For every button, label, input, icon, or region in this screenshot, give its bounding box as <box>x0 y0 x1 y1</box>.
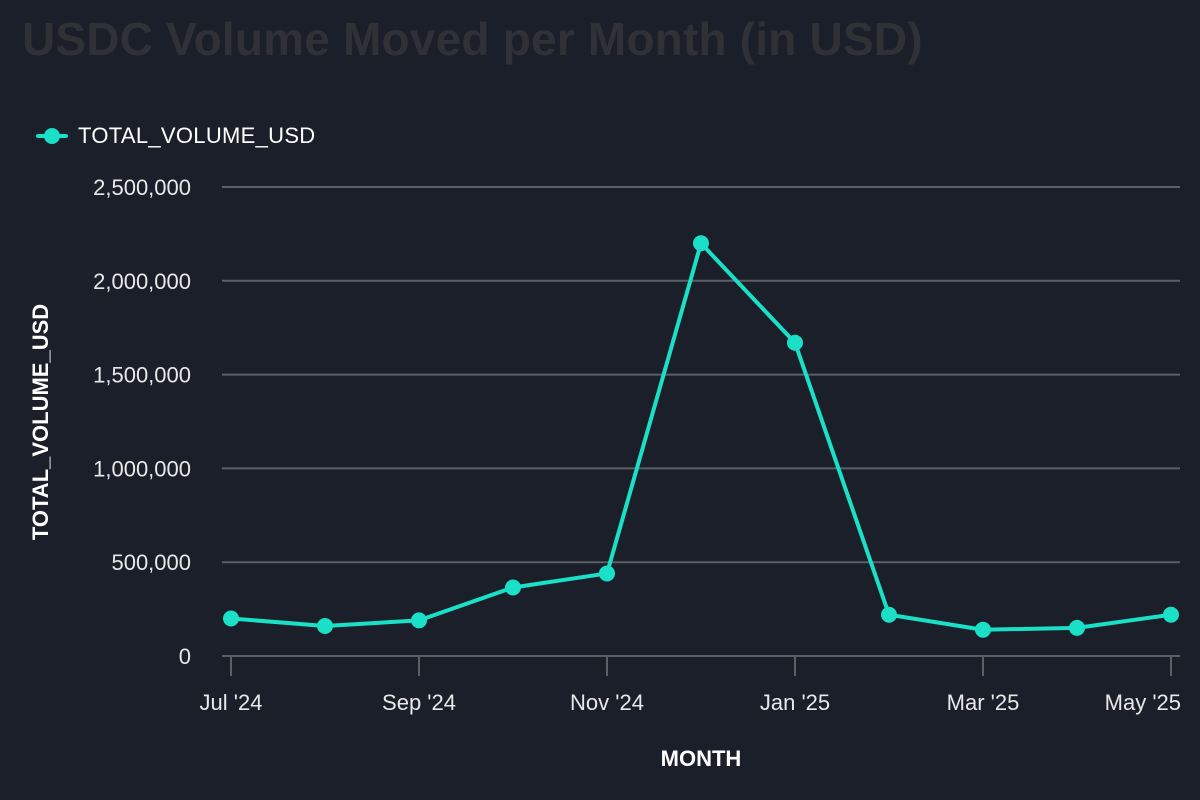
chart-title: USDC Volume Moved per Month (in USD) <box>22 13 923 65</box>
legend-item-total-volume-usd[interactable]: TOTAL_VOLUME_USD <box>36 122 316 150</box>
data-point[interactable] <box>787 334 803 351</box>
legend-marker-dot <box>44 128 60 144</box>
data-point[interactable] <box>693 235 709 252</box>
data-point[interactable] <box>505 579 521 596</box>
y-tick-label: 0 <box>179 644 191 669</box>
y-tick-label: 1,500,000 <box>93 363 191 388</box>
x-axis-title: MONTH <box>661 746 742 771</box>
grid-lines <box>222 186 1180 657</box>
y-tick-label: 2,500,000 <box>93 175 191 200</box>
x-tick-label: Jul '24 <box>200 690 263 715</box>
legend-line-marker-icon <box>36 122 68 150</box>
x-tick-label: Jan '25 <box>760 690 830 715</box>
x-tick-label: May '25 <box>1105 690 1181 715</box>
y-tick-label: 500,000 <box>111 550 191 575</box>
y-tick-label: 1,000,000 <box>93 456 191 481</box>
x-tick-label: Mar '25 <box>947 690 1020 715</box>
data-point[interactable] <box>223 610 239 627</box>
data-point[interactable] <box>317 617 333 634</box>
data-point[interactable] <box>1163 606 1179 623</box>
x-axis-ticks: Jul '24 Sep '24 Nov '24 Jan '25 Mar '25 May '… <box>200 656 1181 715</box>
x-tick-label: Sep '24 <box>382 690 456 715</box>
data-point[interactable] <box>975 621 991 638</box>
y-axis-tick-labels: 0 500,000 1,000,000 1,500,000 2,000,000 2,500… <box>93 175 191 669</box>
y-tick-label: 2,000,000 <box>93 269 191 294</box>
y-axis-title: TOTAL_VOLUME_USD <box>28 304 53 540</box>
data-point[interactable] <box>881 606 897 623</box>
data-point[interactable] <box>411 612 427 629</box>
series-total-volume-usd <box>223 235 1179 638</box>
legend-label: TOTAL_VOLUME_USD <box>78 123 316 148</box>
data-point[interactable] <box>1069 619 1085 636</box>
x-tick-label: Nov '24 <box>570 690 644 715</box>
series-line <box>229 241 1173 632</box>
data-point[interactable] <box>599 565 615 582</box>
